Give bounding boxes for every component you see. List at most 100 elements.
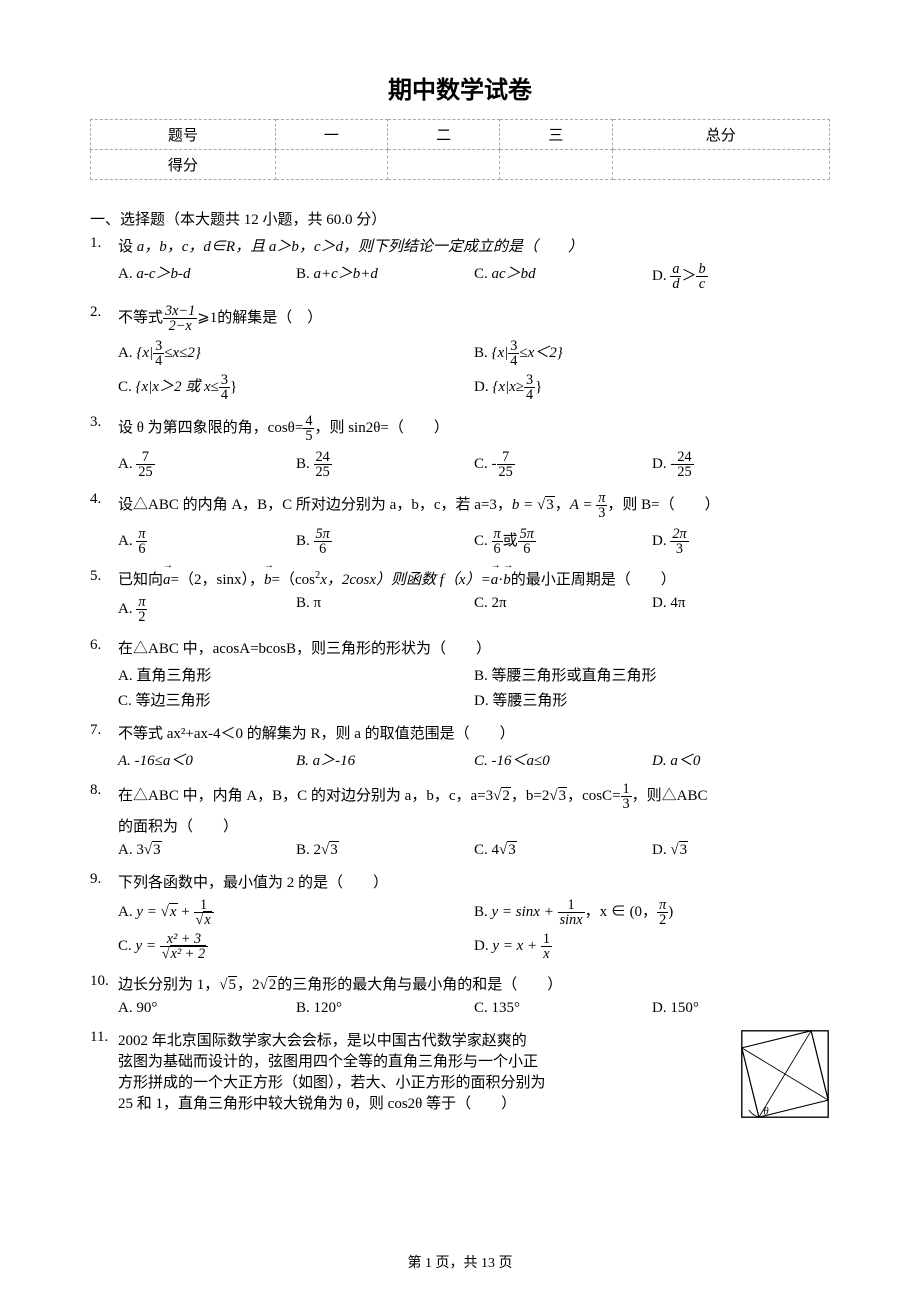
options: A. 直角三角形 B. 等腰三角形或直角三角形 C. 等边三角形 D. 等腰三角… xyxy=(118,662,830,712)
fraction: 5π6 xyxy=(314,527,332,557)
question-number: 3. xyxy=(90,414,118,487)
question-stem: 下列各函数中，最小值为 2 的是（ ） xyxy=(118,871,830,892)
question-number: 9. xyxy=(90,871,118,969)
label: B. 2 xyxy=(296,842,321,858)
question-stem: 在△ABC 中，acosA=bcosB，则三角形的形状为（ ） xyxy=(118,637,830,658)
option-c: C. y = x² + 3√x² + 2 xyxy=(118,930,474,964)
option-c: C. {x|x＞2 或 x≤34} xyxy=(118,371,474,405)
fraction: 34 xyxy=(219,373,230,403)
den: x xyxy=(541,946,552,961)
option-c: C. π6或5π6 xyxy=(474,525,652,559)
label: A. xyxy=(118,345,136,361)
options: A. 725 B. 2425 C. -725 D. -2425 xyxy=(118,448,830,482)
score-table: 题号 一 二 三 总分 得分 xyxy=(90,119,830,180)
label: A. xyxy=(118,601,136,617)
den: 2−x xyxy=(163,318,197,333)
text: sinx + xyxy=(516,904,558,920)
options: A. π6 B. 5π6 C. π6或5π6 D. 2π3 xyxy=(118,525,830,559)
question-9: 9. 下列各函数中，最小值为 2 的是（ ） A. y = √x + 1√x B… xyxy=(90,871,830,969)
fraction: π2 xyxy=(136,595,147,625)
option-a: A. a-c＞b-d xyxy=(118,260,296,294)
text: =（2，sinx）， xyxy=(171,572,264,588)
fraction: π3 xyxy=(596,491,607,521)
option-b: B. 5π6 xyxy=(296,525,474,559)
cell: 题号 xyxy=(91,120,276,150)
den: 6 xyxy=(518,541,536,556)
option-b: B. y = sinx + 1sinx，x ∈ (0，π2) xyxy=(474,896,830,930)
text: } xyxy=(230,379,237,395)
fraction: 3x−12−x xyxy=(163,304,197,334)
vector-b: b xyxy=(503,570,511,589)
question-body: θ 2002 年北京国际数学家大会会标，是以中国古代数学家赵爽的 弦图为基础而设… xyxy=(118,1029,830,1119)
question-stem: 边长分别为 1，√5，2√2的三角形的最大角与最小角的和是（ ） xyxy=(118,973,830,994)
radicand: 3 xyxy=(329,841,339,858)
question-stem-2: 的面积为（ ） xyxy=(118,815,830,836)
options: A. -16≤a＜0 B. a＞-16 C. -16＜a≤0 D. a＜0 xyxy=(118,747,830,772)
text: + xyxy=(178,904,194,920)
option-d: D. 等腰三角形 xyxy=(474,687,830,712)
fraction: π6 xyxy=(136,527,147,557)
radicand: 3 xyxy=(679,841,689,858)
den: 6 xyxy=(136,541,147,556)
question-stem: 设△ABC 的内角 A，B，C 所对边分别为 a，b，c，若 a=3，b = √… xyxy=(118,491,830,521)
fraction: 34 xyxy=(508,339,519,369)
label: C. xyxy=(474,533,492,549)
option-d: D. √3 xyxy=(652,840,830,861)
text: ，则△ABC xyxy=(632,788,708,804)
fraction: 45 xyxy=(303,414,314,444)
fraction: 34 xyxy=(153,339,164,369)
zhaoshuang-diagram-icon: θ xyxy=(740,1029,830,1119)
label: B. xyxy=(296,533,314,549)
text: {x|x≥ xyxy=(492,379,524,395)
option-d: D. y = x + 1x xyxy=(474,930,830,964)
num: π xyxy=(596,491,607,505)
options: A. {x|34≤x≤2} B. {x|34≤x＜2} C. {x|x＞2 或 … xyxy=(118,337,830,404)
radicand: 2 xyxy=(501,787,511,804)
question-11: 11. θ 2002 年北京国际数学家大会会标，是以中国古代数学家赵爽的 弦图为… xyxy=(90,1029,830,1119)
den: 4 xyxy=(153,353,164,368)
text: ≤x＜2} xyxy=(519,345,562,361)
option-c: C. ac＞bd xyxy=(474,260,652,294)
text: 或 xyxy=(503,533,518,549)
text: 已知向 xyxy=(118,572,163,588)
question-number: 8. xyxy=(90,782,118,868)
den: 25 xyxy=(136,464,154,479)
den: 25 xyxy=(497,464,515,479)
text: ) xyxy=(668,904,673,920)
num: 5π xyxy=(314,527,332,541)
options: A. y = √x + 1√x B. y = sinx + 1sinx，x ∈ … xyxy=(118,896,830,963)
text-line: 方形拼成的一个大正方形（如图），若大、小正方形的面积分别为 xyxy=(118,1071,830,1092)
text-line: 弦图为基础而设计的，弦图用四个全等的直角三角形与一个小正 xyxy=(118,1050,830,1071)
cell xyxy=(612,150,829,180)
text: b = xyxy=(512,497,537,513)
option-b: B. {x|34≤x＜2} xyxy=(474,337,830,371)
label: C. - xyxy=(474,456,497,472)
option-b: B. 120° xyxy=(296,998,474,1019)
cell: 二 xyxy=(388,120,500,150)
option-b: B. 等腰三角形或直角三角形 xyxy=(474,662,830,687)
question-1: 1. 设 a，b，c，d∈R，且 a＞b，c＞d，则下列结论一定成立的是（ ） … xyxy=(90,235,830,300)
fraction: π6 xyxy=(492,527,503,557)
question-7: 7. 不等式 ax²+ax-4＜0 的解集为 R，则 a 的取值范围是（ ） A… xyxy=(90,722,830,778)
den: 4 xyxy=(524,387,535,402)
label: D. xyxy=(652,533,670,549)
text: y = xyxy=(492,904,516,920)
question-number: 4. xyxy=(90,491,118,564)
num: 1 xyxy=(621,782,632,796)
text: ≤x≤2} xyxy=(164,345,201,361)
text: ac＞bd xyxy=(492,266,536,282)
den: 2 xyxy=(657,912,668,927)
den: 4 xyxy=(219,387,230,402)
fraction: 34 xyxy=(524,373,535,403)
option-b: B. 2425 xyxy=(296,448,474,482)
option-c: C. 135° xyxy=(474,998,652,1019)
question-body: 不等式3x−12−x⩾1的解集是（ ） A. {x|34≤x≤2} B. {x|… xyxy=(118,304,830,411)
num: 3 xyxy=(524,373,535,387)
text: 边长分别为 1， xyxy=(118,977,219,993)
question-3: 3. 设 θ 为第四象限的角，cosθ=45，则 sin2θ=（ ） A. 72… xyxy=(90,414,830,487)
question-10: 10. 边长分别为 1，√5，2√2的三角形的最大角与最小角的和是（ ） A. … xyxy=(90,973,830,1025)
text: {x| xyxy=(136,345,153,361)
option-a: A. 直角三角形 xyxy=(118,662,474,687)
question-stem: 设 a，b，c，d∈R，且 a＞b，c＞d，则下列结论一定成立的是（ ） xyxy=(118,235,830,256)
cell xyxy=(500,150,612,180)
